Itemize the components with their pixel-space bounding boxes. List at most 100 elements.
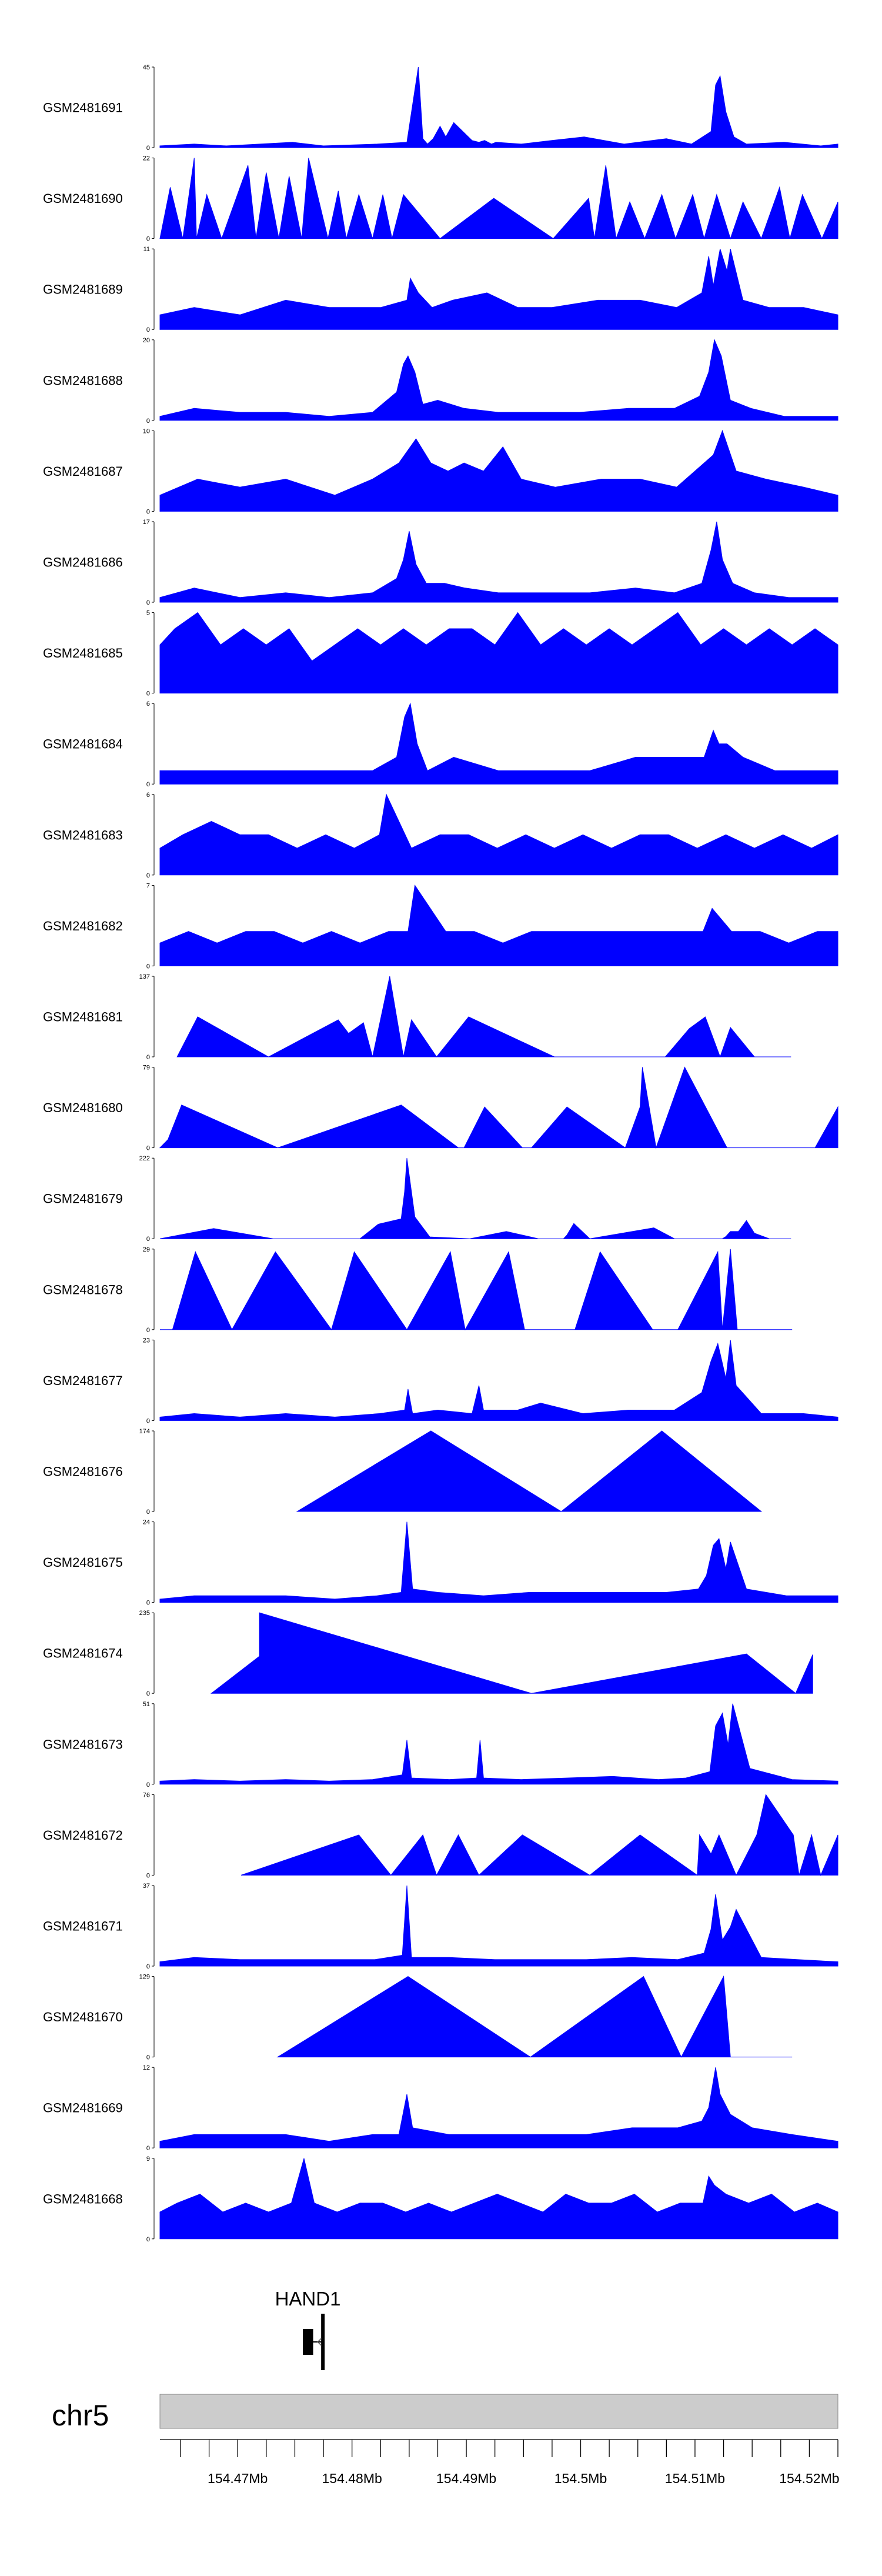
chromosome-ideogram — [159, 2394, 838, 2429]
y-tick-label-max: 129 — [139, 1974, 150, 1981]
track-label: GSM2481689 — [43, 282, 123, 297]
signal-area — [276, 1975, 793, 2058]
track-GSM2481689: GSM2481689 11 0 — [43, 246, 838, 333]
x-tick-label: 154.49Mb — [436, 2471, 496, 2486]
y-tick-label-max: 11 — [143, 246, 150, 253]
track-label: GSM2481684 — [43, 737, 123, 752]
y-tick-label-max: 51 — [143, 1701, 150, 1708]
gene-exon — [321, 2314, 325, 2370]
y-tick-label-min: 0 — [146, 1327, 150, 1334]
y-tick-label-max: 9 — [146, 2155, 150, 2163]
y-tick-label-max: 12 — [143, 2064, 150, 2071]
y-tick-label-max: 29 — [143, 1246, 150, 1253]
signal-area — [159, 2158, 838, 2240]
track-GSM2481673: GSM2481673 51 0 — [43, 1701, 838, 1788]
signal-area — [159, 1885, 838, 1967]
track-label: GSM2481682 — [43, 919, 123, 933]
track-GSM2481669: GSM2481669 12 0 — [43, 2064, 838, 2152]
y-tick-label-max: 24 — [143, 1519, 150, 1526]
y-tick-label-max: 222 — [139, 1155, 150, 1162]
track-label: GSM2481691 — [43, 101, 123, 115]
y-tick-label-min: 0 — [146, 781, 150, 788]
gene-exon — [303, 2329, 313, 2355]
y-tick-label-max: 37 — [143, 1883, 150, 1890]
signal-area — [159, 521, 838, 603]
y-tick-label-min: 0 — [146, 1963, 150, 1970]
track-GSM2481683: GSM2481683 6 0 — [43, 792, 838, 879]
track-GSM2481682: GSM2481682 7 0 — [43, 882, 838, 970]
track-GSM2481672: GSM2481672 76 0 — [43, 1791, 838, 1879]
y-tick-label-min: 0 — [146, 1781, 150, 1788]
y-tick-label-max: 7 — [146, 882, 150, 889]
track-label: GSM2481685 — [43, 646, 123, 660]
track-label: GSM2481680 — [43, 1100, 123, 1115]
y-tick-label-max: 79 — [143, 1065, 150, 1072]
track-GSM2481676: GSM2481676 174 0 — [43, 1428, 763, 1516]
signal-area — [159, 429, 838, 512]
signal-area — [159, 793, 838, 876]
track-label: GSM2481681 — [43, 1010, 123, 1025]
signal-area — [159, 1340, 838, 1421]
track-label: GSM2481673 — [43, 1737, 123, 1751]
signal-area — [159, 2067, 838, 2148]
track-label: GSM2481675 — [43, 1555, 123, 1570]
signal-area — [159, 1158, 791, 1239]
y-tick-label-min: 0 — [146, 145, 150, 152]
signal-area — [159, 1521, 838, 1603]
y-tick-label-max: 20 — [143, 337, 150, 344]
track-GSM2481679: GSM2481679 222 0 — [43, 1155, 791, 1243]
track-label: GSM2481668 — [43, 2191, 123, 2206]
y-tick-label-max: 10 — [143, 428, 150, 435]
signal-tracks: GSM2481691450GSM2481690220GSM2481689110G… — [43, 64, 838, 2243]
y-tick-label-min: 0 — [146, 2145, 150, 2152]
signal-area — [159, 1066, 838, 1149]
signal-area — [160, 1249, 793, 1331]
y-tick-label-min: 0 — [146, 236, 150, 243]
x-tick-label: 154.5Mb — [554, 2471, 607, 2486]
track-label: GSM2481672 — [43, 1828, 123, 1843]
chromosome-label: chr5 — [52, 2399, 109, 2432]
y-tick-label-max: 235 — [139, 1610, 150, 1617]
track-GSM2481686: GSM2481686 17 0 — [43, 519, 838, 606]
y-tick-label-min: 0 — [146, 599, 150, 606]
y-tick-label-max: 6 — [146, 700, 150, 708]
signal-area — [176, 976, 791, 1058]
y-tick-label-min: 0 — [146, 326, 150, 333]
track-label: GSM2481677 — [43, 1373, 123, 1388]
signal-area — [159, 158, 838, 240]
track-GSM2481671: GSM2481671 37 0 — [43, 1883, 838, 1970]
track-label: GSM2481671 — [43, 1919, 123, 1934]
y-tick-label-min: 0 — [146, 1236, 150, 1243]
track-GSM2481684: GSM2481684 6 0 — [43, 700, 838, 788]
track-label: GSM2481670 — [43, 2010, 123, 2024]
signal-area — [159, 249, 838, 330]
y-tick-label-min: 0 — [146, 1690, 150, 1697]
x-tick-label: 154.52Mb — [779, 2471, 839, 2486]
y-tick-label-min: 0 — [146, 508, 150, 515]
track-label: GSM2481674 — [43, 1646, 123, 1661]
y-tick-label-max: 23 — [143, 1337, 150, 1344]
y-tick-label-min: 0 — [146, 963, 150, 970]
track-GSM2481670: GSM2481670 129 0 — [43, 1974, 793, 2061]
y-tick-label-min: 0 — [146, 1509, 150, 1516]
track-label: GSM2481678 — [43, 1282, 123, 1297]
signal-area — [296, 1430, 763, 1512]
track-GSM2481688: GSM2481688 20 0 — [43, 337, 838, 425]
y-tick-label-min: 0 — [146, 1872, 150, 1879]
track-label: GSM2481683 — [43, 827, 123, 842]
y-tick-label-max: 174 — [139, 1428, 150, 1435]
strand-arrow-icon — [317, 2338, 322, 2346]
track-label: GSM2481686 — [43, 555, 123, 570]
y-tick-label-min: 0 — [146, 690, 150, 698]
track-GSM2481677: GSM2481677 23 0 — [43, 1337, 838, 1424]
x-axis-ticks: 154.47Mb 154.48Mb 154.49Mb 154.5Mb 154.51Mb 1… — [180, 2440, 840, 2486]
signal-area — [159, 612, 838, 694]
track-label: GSM2481669 — [43, 2101, 123, 2115]
y-tick-label-min: 0 — [146, 1054, 150, 1061]
y-tick-label-min: 0 — [146, 1145, 150, 1152]
signal-area — [159, 885, 838, 966]
x-tick-label: 154.47Mb — [208, 2471, 268, 2486]
x-tick-label: 154.51Mb — [665, 2471, 725, 2486]
y-tick-label-min: 0 — [146, 2236, 150, 2243]
